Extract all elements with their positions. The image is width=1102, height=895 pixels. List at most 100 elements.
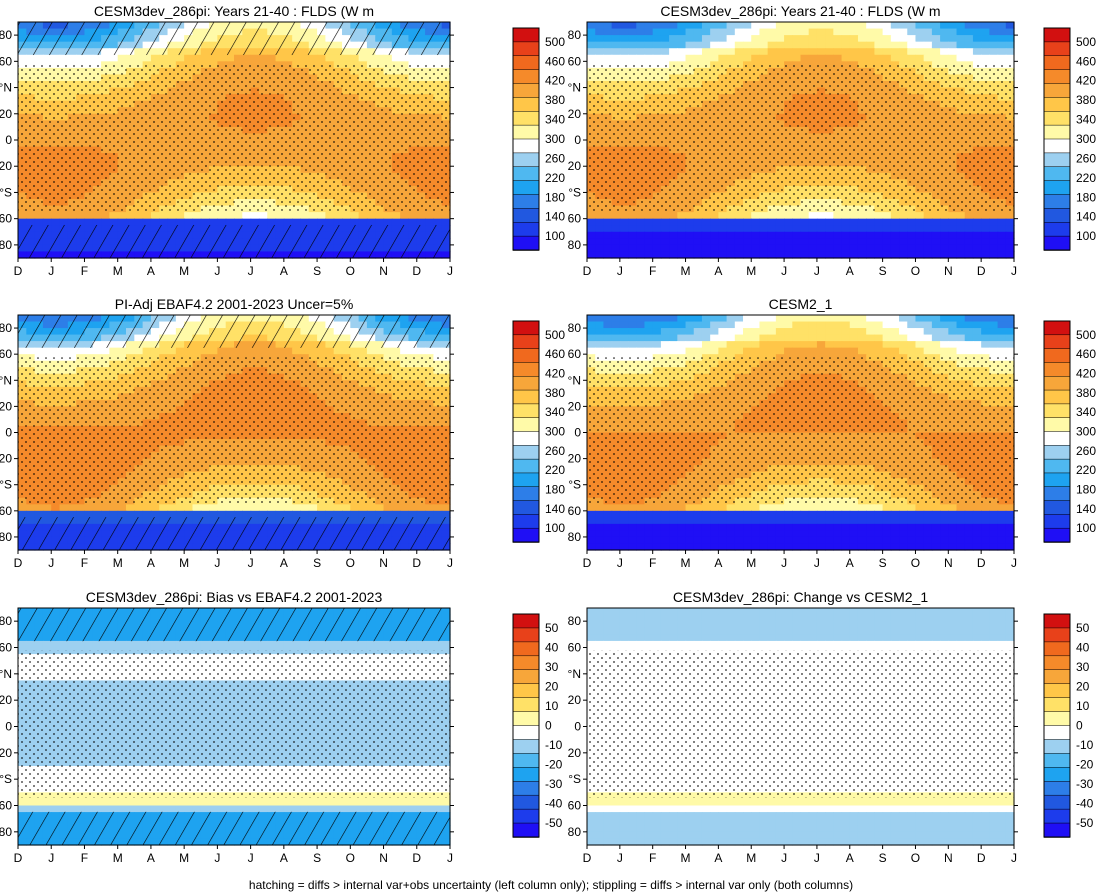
field-cell	[342, 218, 351, 226]
field-cell	[677, 54, 687, 62]
field-cell	[375, 347, 385, 355]
field-cell	[619, 244, 629, 253]
field-cell	[833, 251, 843, 259]
colorbar-label: 140	[545, 210, 565, 224]
field-cell	[767, 54, 777, 62]
field-cell	[940, 41, 949, 49]
colorbar-segment	[512, 180, 540, 196]
field-cell	[693, 218, 703, 226]
field-cell	[989, 54, 999, 62]
field-cell	[693, 212, 703, 220]
field-cell	[611, 54, 621, 62]
field-cell	[150, 54, 160, 62]
field-cell	[775, 238, 785, 246]
field-cell	[677, 218, 687, 226]
field-cell	[101, 54, 110, 62]
field-cell	[595, 28, 605, 36]
field-cell	[940, 35, 949, 43]
field-cell	[109, 212, 119, 220]
field-cell	[292, 54, 302, 62]
field-cell	[652, 28, 662, 36]
field-cell	[940, 225, 949, 233]
field-cell	[636, 225, 646, 233]
field-cell	[940, 28, 949, 36]
field-cell	[874, 244, 884, 253]
field-cell	[734, 22, 744, 30]
field-cell	[660, 22, 670, 30]
field-cell	[595, 212, 605, 220]
field-cell	[857, 218, 867, 226]
stippling-overlay	[18, 64, 450, 211]
field-cell	[816, 238, 826, 246]
field-cell	[759, 212, 769, 220]
y-tick-label: 80	[0, 28, 12, 42]
field-cell	[931, 225, 941, 233]
x-tick-label: J	[214, 264, 220, 278]
field-cell	[808, 218, 818, 226]
colorbar-label: 100	[1076, 229, 1096, 243]
field-cell	[931, 212, 941, 220]
field-cell	[784, 54, 793, 62]
field-cell	[907, 238, 917, 246]
field-cell	[948, 35, 958, 43]
field-cell	[972, 212, 982, 220]
field-cell	[200, 54, 210, 62]
field-cell	[628, 225, 637, 233]
field-cell	[940, 251, 949, 259]
field-cell	[710, 218, 719, 226]
field-cell	[59, 54, 69, 62]
field-cell	[915, 35, 925, 43]
field-cell	[890, 238, 900, 246]
panel-title: CESM3dev_286pi: Years 21-40 : FLDS (W m	[660, 3, 940, 19]
field-cell	[964, 231, 974, 239]
field-cell	[792, 212, 802, 220]
field-cell	[51, 218, 61, 226]
x-tick-label: N	[379, 264, 388, 278]
field-cell	[759, 28, 769, 36]
field-cell	[333, 347, 343, 355]
field-cell	[907, 22, 917, 30]
x-tick-label: J	[781, 264, 787, 278]
field-cell	[800, 225, 810, 233]
field-cell	[636, 41, 646, 49]
x-tick-label: O	[346, 264, 355, 278]
field-cell	[59, 218, 69, 226]
field-cell	[416, 54, 426, 62]
colorbar-segment	[1043, 124, 1071, 140]
field-cell	[882, 244, 892, 253]
field-cell	[217, 212, 227, 220]
field-cell	[611, 22, 621, 30]
field-cell	[857, 231, 867, 239]
field-cell	[134, 218, 144, 226]
field-cell	[126, 212, 135, 220]
field-cell	[275, 212, 285, 220]
field-cell	[857, 35, 867, 43]
field-cell	[587, 41, 596, 49]
field-cell	[948, 22, 958, 30]
field-cell	[184, 212, 194, 220]
field-cell	[734, 251, 744, 259]
panel-1: CESM3dev_286pi: Years 21-40 : FLDS (W m8…	[0, 3, 565, 278]
field-cell	[726, 28, 736, 36]
field-cell	[956, 22, 966, 30]
field-cell	[693, 41, 703, 49]
field-cell	[718, 244, 728, 253]
colorbar-label: 180	[545, 190, 565, 204]
field-cell	[784, 41, 793, 49]
field-cell	[825, 225, 834, 233]
field-cell	[784, 48, 793, 56]
field-cell	[997, 28, 1007, 36]
field-cell	[42, 54, 52, 62]
field-cell	[34, 54, 44, 62]
field-cell	[899, 35, 908, 43]
field-cell	[899, 238, 908, 246]
field-cell	[595, 225, 605, 233]
field-cell	[644, 251, 654, 259]
field-cell	[948, 238, 958, 246]
field-cell	[743, 41, 752, 49]
field-cell	[857, 28, 867, 36]
field-cell	[743, 225, 752, 233]
field-cell	[775, 22, 785, 30]
field-cell	[433, 218, 443, 226]
field-cell	[59, 347, 69, 355]
